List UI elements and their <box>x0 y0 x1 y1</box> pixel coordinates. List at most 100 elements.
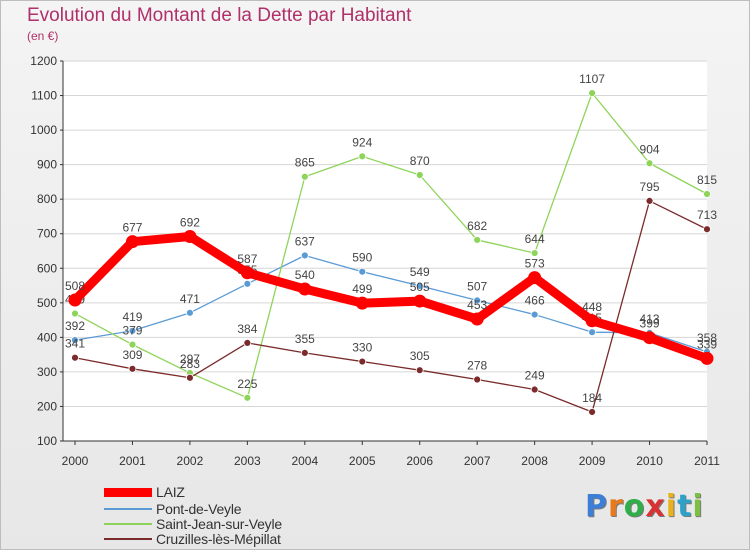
logo-letter: x <box>645 489 666 524</box>
series-4-label-2009: 184 <box>582 391 602 405</box>
series-3-label-2010: 904 <box>640 142 660 156</box>
series-1-point-2000 <box>68 293 82 307</box>
y-tick-label-900: 900 <box>37 158 57 172</box>
series-4-point-2005 <box>358 357 367 366</box>
legend-swatch-3 <box>104 523 152 525</box>
legend-label-3: Saint-Jean-sur-Veyle <box>156 516 282 532</box>
series-1-label-2005: 499 <box>352 282 372 296</box>
series-2-point-2002 <box>186 308 194 317</box>
proxiti-logo: Proxiti <box>585 489 704 524</box>
series-4-point-2002 <box>186 373 194 382</box>
series-1-point-2006 <box>413 294 427 308</box>
x-tick-label-2010: 2010 <box>636 454 663 468</box>
logo-letter: o <box>623 489 646 524</box>
series-3-point-2009 <box>588 89 596 98</box>
logo-letter: i <box>665 489 678 524</box>
series-2-point-2004 <box>300 251 309 260</box>
series-2-point-2003 <box>243 279 252 288</box>
series-4-label-2007: 278 <box>467 359 487 373</box>
legend-swatch-1 <box>104 487 152 497</box>
series-1-label-2003: 587 <box>237 252 257 266</box>
series-3-label-2005: 924 <box>352 135 372 149</box>
series-4-label-2003: 384 <box>237 322 257 336</box>
series-1-point-2011 <box>700 351 714 365</box>
series-1-point-2002 <box>183 229 197 243</box>
series-3-point-2010 <box>645 159 654 168</box>
logo-letter: i <box>692 489 704 524</box>
x-tick-label-2005: 2005 <box>349 454 376 468</box>
series-1-point-2003 <box>240 266 254 280</box>
series-2-label-2010: 413 <box>640 312 660 326</box>
legend-label-1: LAIZ <box>156 484 185 500</box>
series-1-point-2007 <box>470 312 484 326</box>
series-4-point-2008 <box>530 385 539 394</box>
x-tick-label-2008: 2008 <box>521 454 548 468</box>
y-tick-label-1100: 1100 <box>31 89 57 103</box>
series-2-label-2011: 358 <box>697 331 717 345</box>
series-4-point-2004 <box>300 349 309 357</box>
chart-title: Evolution du Montant de la Dette par Hab… <box>27 5 412 26</box>
series-4-label-2001: 309 <box>122 348 142 362</box>
x-tick-label-2002: 2002 <box>177 454 204 468</box>
x-tick-label-2003: 2003 <box>234 454 261 468</box>
series-line-2 <box>74 254 708 353</box>
y-tick-label-100: 100 <box>37 434 57 448</box>
y-tick-label-400: 400 <box>37 330 57 344</box>
series-3-label-2003: 225 <box>237 377 257 391</box>
series-4-point-2007 <box>473 375 482 384</box>
series-3-label-2001: 379 <box>122 324 142 338</box>
y-tick-label-800: 800 <box>37 192 57 206</box>
x-tick-label-2001: 2001 <box>119 454 146 468</box>
series-3-label-2011: 815 <box>697 173 717 187</box>
series-1-label-2002: 692 <box>180 215 200 229</box>
plot-area <box>63 61 707 441</box>
series-2-label-2002: 471 <box>180 292 200 306</box>
y-tick-label-200: 200 <box>37 399 57 413</box>
series-3-point-2008 <box>530 249 539 257</box>
series-3-point-2006 <box>415 171 424 179</box>
series-2-label-2006: 549 <box>410 265 430 279</box>
series-1-point-2001 <box>125 235 139 249</box>
series-4-point-2001 <box>128 364 137 373</box>
series-4-point-2010 <box>645 197 654 205</box>
series-3-label-2006: 870 <box>410 154 430 168</box>
series-3-point-2007 <box>473 236 482 244</box>
series-4-label-2011: 713 <box>697 208 717 222</box>
series-1-point-2008 <box>528 271 542 285</box>
series-3-point-2005 <box>358 152 367 161</box>
series-2-point-2000 <box>71 336 79 345</box>
series-3-point-2001 <box>128 340 137 349</box>
series-1-label-2010: 399 <box>640 317 660 331</box>
y-tick-label-700: 700 <box>37 227 57 241</box>
series-4-label-2006: 305 <box>410 349 430 363</box>
logo-letter: P <box>585 489 608 524</box>
x-tick-label-2004: 2004 <box>291 454 318 468</box>
series-3-label-2007: 682 <box>467 219 487 233</box>
series-3-point-2003 <box>243 393 252 402</box>
x-tick-label-2011: 2011 <box>694 454 720 468</box>
series-2-label-2004: 637 <box>295 234 315 248</box>
series-1-label-2009: 448 <box>582 300 602 314</box>
legend-label-4: Cruzilles-lès-Mépillat <box>156 531 281 547</box>
series-3-point-2011 <box>703 190 711 198</box>
legend-swatch-2 <box>104 508 152 510</box>
series-1-label-2007: 453 <box>467 298 487 312</box>
series-2-label-2000: 392 <box>65 319 85 333</box>
series-1-label-2006: 505 <box>410 280 430 294</box>
series-2-point-2001 <box>128 326 137 335</box>
series-4-point-2006 <box>415 366 424 375</box>
series-4-label-2004: 355 <box>295 332 315 346</box>
series-1-label-2000: 508 <box>65 279 85 293</box>
series-1-point-2005 <box>355 296 369 310</box>
series-4-label-2002: 283 <box>180 357 200 371</box>
series-3-label-2009: 1107 <box>579 72 605 86</box>
legend-label-2: Pont-de-Veyle <box>156 501 242 517</box>
series-1-label-2004: 540 <box>295 268 315 282</box>
y-tick-label-500: 500 <box>37 296 57 310</box>
series-2-point-2009 <box>588 328 596 337</box>
series-4-label-2000: 341 <box>65 337 85 351</box>
series-3-point-2004 <box>300 172 309 181</box>
series-2-point-2008 <box>530 310 539 319</box>
x-tick-label-2006: 2006 <box>406 454 433 468</box>
